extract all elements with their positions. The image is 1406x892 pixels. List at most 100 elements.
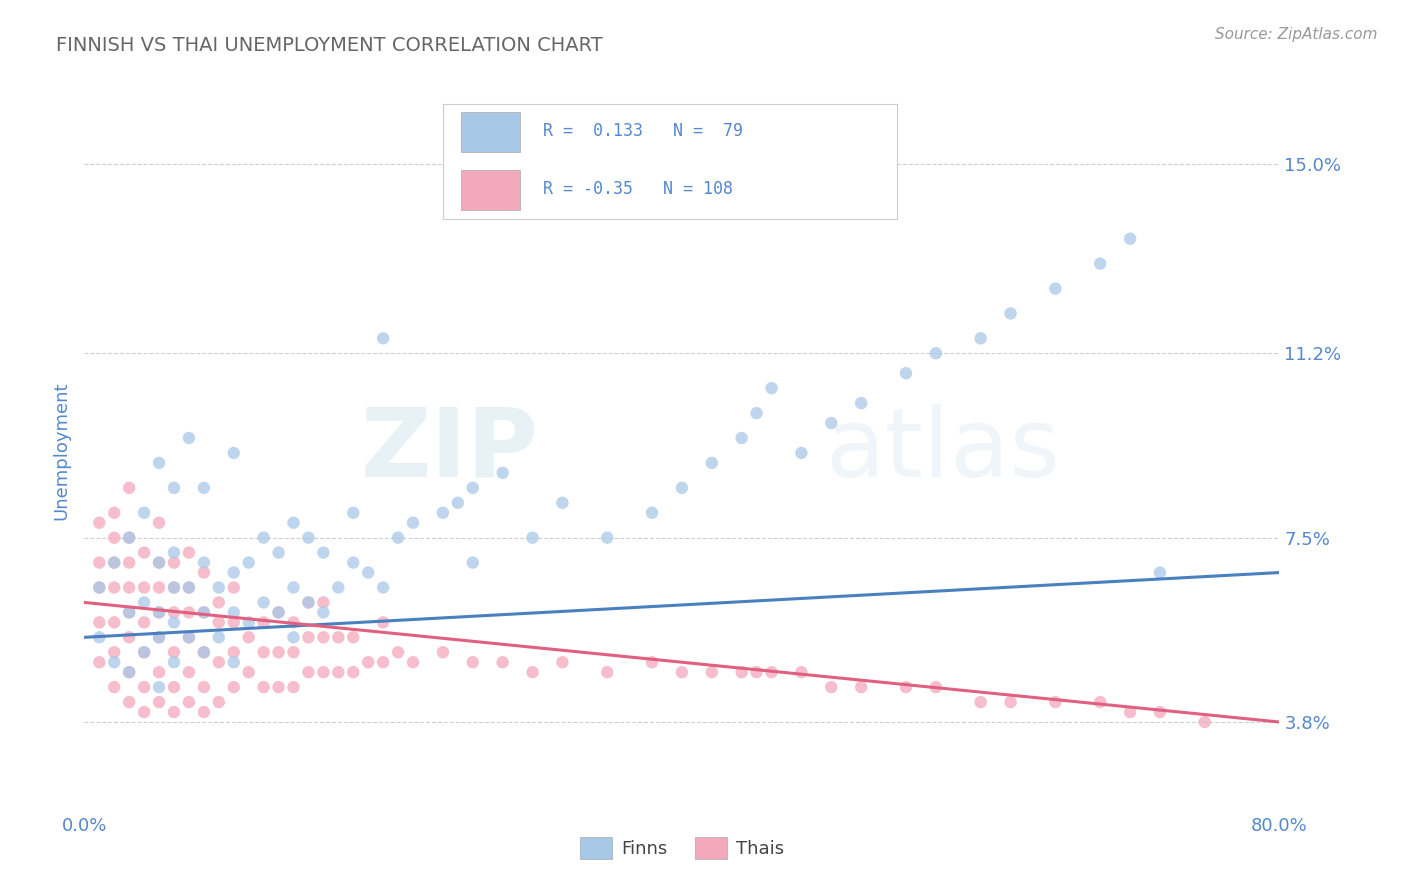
Point [222, 446, 245, 460]
Point [132, 705, 156, 719]
Point [118, 695, 141, 709]
Point [132, 645, 156, 659]
Point [148, 581, 170, 595]
Point [745, 665, 768, 680]
Point [447, 496, 470, 510]
Point [103, 655, 125, 669]
Point [118, 606, 141, 620]
Point [283, 645, 305, 659]
Point [373, 331, 395, 345]
Point [745, 406, 768, 420]
Point [118, 630, 141, 644]
Point [208, 581, 231, 595]
Point [641, 506, 664, 520]
Point [328, 665, 350, 680]
Point [118, 581, 141, 595]
Point [89, 516, 111, 530]
Point [267, 680, 290, 694]
Point [103, 556, 125, 570]
Point [148, 630, 170, 644]
Point [894, 680, 917, 694]
Point [177, 431, 200, 445]
Point [1045, 695, 1067, 709]
Point [402, 655, 425, 669]
Point [193, 680, 215, 694]
Point [596, 531, 619, 545]
Point [253, 645, 276, 659]
Point [132, 615, 156, 630]
Point [925, 346, 948, 360]
Point [103, 506, 125, 520]
Point [820, 416, 842, 430]
Point [283, 680, 305, 694]
Point [1119, 232, 1142, 246]
Point [238, 630, 260, 644]
Point [342, 506, 364, 520]
Point [551, 496, 574, 510]
Point [163, 655, 186, 669]
Point [193, 705, 215, 719]
Point [208, 695, 231, 709]
Point [522, 665, 544, 680]
Point [328, 630, 350, 644]
Point [148, 630, 170, 644]
Point [163, 581, 186, 595]
Point [177, 546, 200, 560]
Point [253, 615, 276, 630]
Point [373, 581, 395, 595]
Point [193, 481, 215, 495]
Point [373, 655, 395, 669]
Point [89, 630, 111, 644]
Point [118, 531, 141, 545]
Point [761, 665, 783, 680]
Point [238, 665, 260, 680]
Point [132, 581, 156, 595]
Point [283, 630, 305, 644]
Point [148, 680, 170, 694]
Point [177, 630, 200, 644]
Point [551, 655, 574, 669]
Point [148, 606, 170, 620]
Point [461, 481, 484, 495]
Point [89, 655, 111, 669]
Point [163, 606, 186, 620]
Point [970, 331, 993, 345]
Point [118, 665, 141, 680]
Point [312, 630, 335, 644]
Point [118, 665, 141, 680]
Point [894, 366, 917, 380]
Point [1090, 695, 1112, 709]
Point [208, 630, 231, 644]
Point [132, 595, 156, 609]
Point [1000, 306, 1022, 320]
Point [103, 531, 125, 545]
Point [222, 566, 245, 580]
Point [132, 645, 156, 659]
Point [1119, 705, 1142, 719]
Point [357, 566, 380, 580]
Point [283, 516, 305, 530]
Point [103, 556, 125, 570]
Point [193, 606, 215, 620]
Point [177, 581, 200, 595]
Text: FINNISH VS THAI UNEMPLOYMENT CORRELATION CHART: FINNISH VS THAI UNEMPLOYMENT CORRELATION… [56, 36, 603, 54]
Point [820, 680, 842, 694]
Legend: Finns, Thais: Finns, Thais [571, 828, 793, 868]
Point [222, 680, 245, 694]
Point [283, 581, 305, 595]
Point [387, 531, 409, 545]
Text: atlas: atlas [825, 404, 1060, 497]
Point [148, 556, 170, 570]
Point [297, 595, 319, 609]
Point [402, 516, 425, 530]
Point [89, 581, 111, 595]
Point [790, 446, 813, 460]
Point [163, 546, 186, 560]
Point [297, 665, 319, 680]
Point [700, 665, 723, 680]
Point [103, 645, 125, 659]
Point [163, 581, 186, 595]
Point [297, 531, 319, 545]
Point [312, 595, 335, 609]
Point [177, 665, 200, 680]
